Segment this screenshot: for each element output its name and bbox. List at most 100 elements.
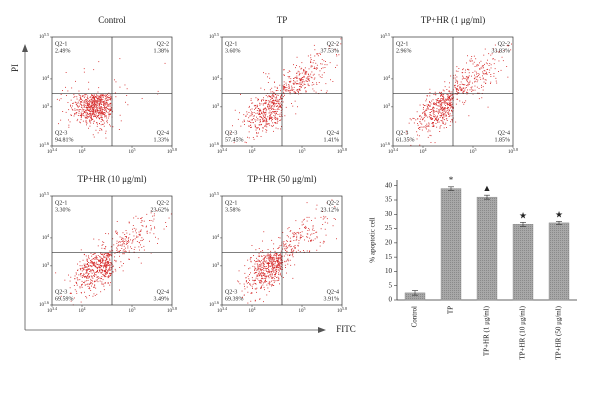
dot xyxy=(463,90,465,92)
dot xyxy=(482,77,484,79)
dot xyxy=(105,259,107,261)
dot xyxy=(288,86,290,88)
dot xyxy=(82,269,84,271)
dot xyxy=(429,134,431,136)
dot xyxy=(96,100,98,102)
dot xyxy=(462,69,463,71)
dot xyxy=(110,262,112,264)
dot xyxy=(270,99,272,101)
dot xyxy=(135,230,136,232)
dot xyxy=(294,247,296,249)
dot xyxy=(98,96,99,98)
dot xyxy=(77,263,78,265)
dot xyxy=(126,88,128,90)
dot xyxy=(107,99,109,101)
dot xyxy=(103,113,104,115)
dot xyxy=(269,100,271,102)
dot xyxy=(95,100,97,102)
dot xyxy=(428,125,430,127)
dot xyxy=(138,231,140,233)
dot xyxy=(272,103,274,105)
x-tick-label: 103.4 xyxy=(47,147,57,155)
dot xyxy=(80,122,81,124)
dot xyxy=(316,249,318,251)
dot xyxy=(117,245,119,247)
dot xyxy=(98,113,100,114)
dot xyxy=(269,96,270,97)
dot xyxy=(291,85,293,87)
x-tick-label: 104 xyxy=(79,147,86,155)
dot xyxy=(80,275,82,277)
dot xyxy=(108,262,110,264)
dot xyxy=(139,233,141,235)
dot xyxy=(95,257,97,259)
dot xyxy=(84,280,86,282)
dot xyxy=(90,278,92,280)
dot xyxy=(468,72,470,74)
dot xyxy=(442,110,444,112)
quadrant-percent: 94.81% xyxy=(55,137,74,143)
dot xyxy=(307,233,309,235)
dot xyxy=(298,78,300,80)
dot xyxy=(476,86,478,88)
dot xyxy=(134,238,136,240)
dot xyxy=(311,220,312,221)
dot xyxy=(501,56,503,58)
dot xyxy=(260,265,262,267)
dot xyxy=(270,107,272,109)
dot xyxy=(123,249,125,250)
dot xyxy=(115,260,117,262)
dot xyxy=(255,277,257,279)
dot xyxy=(87,102,89,103)
dot xyxy=(94,265,96,266)
dot xyxy=(100,116,102,118)
dot xyxy=(481,84,482,86)
dot xyxy=(314,66,315,68)
dot xyxy=(140,218,142,219)
dot xyxy=(294,92,296,94)
dot xyxy=(119,250,121,251)
dot xyxy=(473,55,475,57)
dot xyxy=(293,78,294,79)
dot xyxy=(271,109,273,110)
dot xyxy=(273,243,275,245)
dot xyxy=(264,119,265,121)
dot xyxy=(262,240,263,242)
dot xyxy=(251,292,253,294)
dot xyxy=(268,275,269,277)
dot xyxy=(128,221,130,223)
dot xyxy=(99,277,101,279)
dot xyxy=(277,90,279,91)
dot xyxy=(253,282,255,284)
dot xyxy=(136,235,138,237)
dot xyxy=(438,118,439,120)
dot xyxy=(442,89,444,91)
dot xyxy=(284,89,286,91)
dot xyxy=(450,105,451,107)
dot xyxy=(438,105,440,107)
dot xyxy=(444,103,445,105)
dot xyxy=(91,106,93,108)
dot xyxy=(318,82,320,83)
dot xyxy=(298,240,300,241)
dot xyxy=(297,91,299,92)
dot xyxy=(115,81,117,83)
dot xyxy=(423,117,425,118)
dot xyxy=(99,112,101,114)
dot xyxy=(105,94,107,96)
dot xyxy=(100,261,101,262)
dot xyxy=(436,110,438,112)
dot xyxy=(95,109,97,110)
dot xyxy=(268,255,270,257)
dot xyxy=(272,257,274,258)
dot xyxy=(420,126,422,128)
dot xyxy=(462,68,464,70)
dot xyxy=(261,278,262,279)
dot xyxy=(463,87,464,89)
dot xyxy=(105,108,107,110)
dot xyxy=(271,112,273,114)
dot xyxy=(84,282,85,284)
dot xyxy=(269,118,271,119)
dot xyxy=(105,137,107,139)
dot xyxy=(437,115,438,117)
